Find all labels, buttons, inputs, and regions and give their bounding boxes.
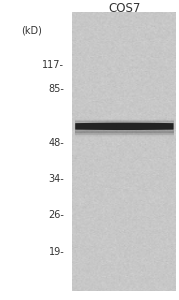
Polygon shape	[75, 123, 174, 130]
Text: 117-: 117-	[42, 60, 64, 70]
Polygon shape	[75, 132, 174, 135]
Text: 85-: 85-	[49, 84, 64, 94]
Polygon shape	[75, 121, 174, 122]
Polygon shape	[75, 131, 174, 134]
Text: 26-: 26-	[49, 210, 64, 220]
Polygon shape	[79, 125, 170, 126]
Text: 19-: 19-	[49, 247, 64, 257]
Polygon shape	[75, 120, 174, 122]
Text: 48-: 48-	[49, 138, 64, 148]
Polygon shape	[75, 133, 174, 136]
Polygon shape	[75, 130, 174, 133]
Text: COS7: COS7	[108, 2, 141, 15]
Text: 34-: 34-	[49, 174, 64, 184]
Text: (kD): (kD)	[21, 25, 42, 35]
Polygon shape	[75, 121, 174, 123]
Polygon shape	[75, 130, 174, 132]
Polygon shape	[75, 132, 174, 134]
